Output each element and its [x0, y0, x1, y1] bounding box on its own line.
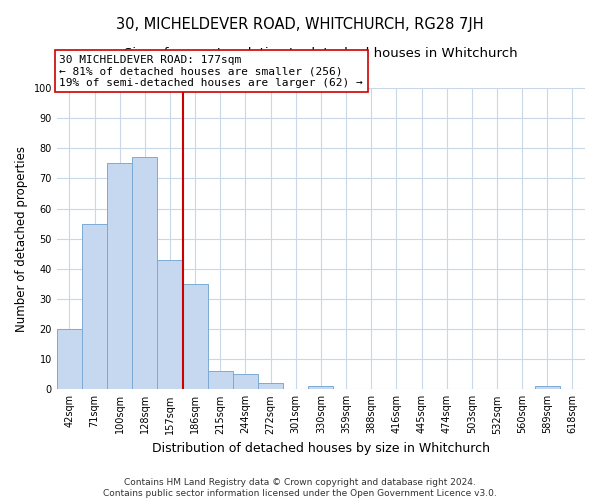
Title: Size of property relative to detached houses in Whitchurch: Size of property relative to detached ho… — [124, 48, 518, 60]
Text: 30 MICHELDEVER ROAD: 177sqm
← 81% of detached houses are smaller (256)
19% of se: 30 MICHELDEVER ROAD: 177sqm ← 81% of det… — [59, 55, 363, 88]
Bar — [535, 386, 560, 390]
Bar — [182, 284, 208, 390]
Bar — [57, 329, 82, 390]
Bar — [132, 158, 157, 390]
Bar — [82, 224, 107, 390]
Bar — [308, 386, 334, 390]
Text: 30, MICHELDEVER ROAD, WHITCHURCH, RG28 7JH: 30, MICHELDEVER ROAD, WHITCHURCH, RG28 7… — [116, 18, 484, 32]
Bar — [208, 371, 233, 390]
Bar — [233, 374, 258, 390]
Bar — [107, 164, 132, 390]
X-axis label: Distribution of detached houses by size in Whitchurch: Distribution of detached houses by size … — [152, 442, 490, 455]
Bar — [258, 384, 283, 390]
Y-axis label: Number of detached properties: Number of detached properties — [15, 146, 28, 332]
Text: Contains HM Land Registry data © Crown copyright and database right 2024.
Contai: Contains HM Land Registry data © Crown c… — [103, 478, 497, 498]
Bar — [157, 260, 182, 390]
